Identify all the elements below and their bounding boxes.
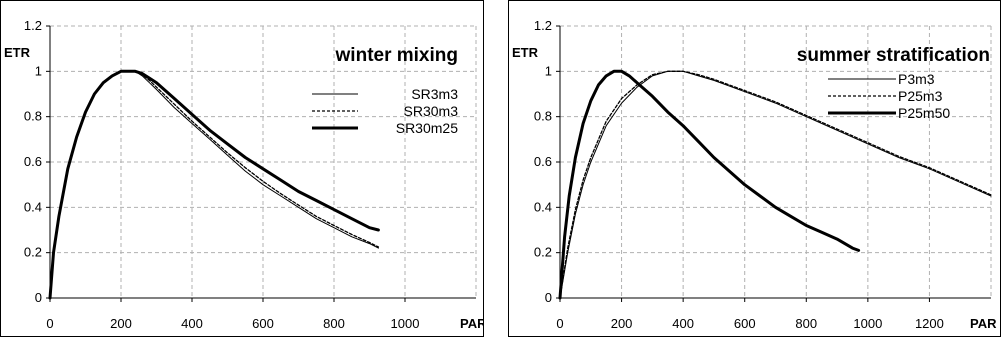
- y-tick-label: 0.4: [24, 199, 42, 214]
- x-tick-label: 800: [323, 316, 345, 331]
- chart-title: summer stratification: [797, 45, 990, 66]
- legend-label-SR30m3: SR30m3: [404, 103, 459, 119]
- y-tick-label: 0.8: [534, 109, 552, 124]
- x-tick-label: 0: [46, 316, 53, 331]
- legend-label-P25m50: P25m50: [898, 105, 950, 121]
- legend-label-SR30m25: SR30m25: [396, 120, 458, 136]
- y-tick-label: 0.2: [534, 245, 552, 260]
- legend-label-P3m3: P3m3: [898, 71, 935, 87]
- x-tick-label: 1000: [391, 316, 420, 331]
- series-line-P25m3: [559, 70, 992, 299]
- y-tick-label: 0: [35, 290, 42, 305]
- y-tick-label: 0: [545, 290, 552, 305]
- y-tick-label: 0.6: [534, 154, 552, 169]
- y-tick-label: 1.2: [534, 18, 552, 33]
- y-tick-label: 0.6: [24, 154, 42, 169]
- y-tick-label: 0.4: [534, 199, 552, 214]
- y-tick-label: 0.8: [24, 109, 42, 124]
- chart-frame: [508, 0, 1001, 337]
- series-line-P25m50: [558, 69, 861, 300]
- x-tick-label: 400: [672, 316, 694, 331]
- chart-panel-summer-stratification: 0 0.2 0.4 0.6 0.8 1 1.2 0 200 400 600 800 1000 1200 ET…: [508, 0, 1001, 337]
- series-line-SR30m25: [48, 69, 380, 300]
- x-tick-label: 600: [734, 316, 756, 331]
- y-axis-title: ETR: [4, 45, 31, 60]
- y-axis-title: ETR: [512, 45, 539, 60]
- x-tick-label: 400: [181, 316, 203, 331]
- x-tick-label: 600: [252, 316, 274, 331]
- y-tick-label: 1: [545, 63, 552, 78]
- x-tick-label: 200: [110, 316, 132, 331]
- x-axis-title: PAR: [970, 316, 997, 331]
- chart-summer-stratification-svg: 0 0.2 0.4 0.6 0.8 1 1.2 0 200 400 600 800 1000 1200 ET…: [508, 0, 1001, 337]
- x-axis-title: PAR: [460, 316, 484, 331]
- x-tick-label: 1000: [853, 316, 882, 331]
- x-tick-label: 1200: [915, 316, 944, 331]
- legend-label-SR3m3: SR3m3: [411, 86, 458, 102]
- x-tick-label: 800: [795, 316, 817, 331]
- y-tick-label: 1.2: [24, 18, 42, 33]
- chart-title: winter mixing: [335, 45, 458, 66]
- x-tick-label: 0: [556, 316, 563, 331]
- legend-label-P25m3: P25m3: [898, 88, 943, 104]
- chart-panel-winter-mixing: 0 0.2 0.4 0.6 0.8 1 1.2 0 200 400 600 800 1000 ETR PAR…: [0, 0, 484, 337]
- x-tick-label: 200: [611, 316, 633, 331]
- y-tick-label: 0.2: [24, 245, 42, 260]
- y-tick-label: 1: [35, 63, 42, 78]
- chart-winter-mixing-svg: 0 0.2 0.4 0.6 0.8 1 1.2 0 200 400 600 800 1000 ETR PAR…: [0, 0, 484, 337]
